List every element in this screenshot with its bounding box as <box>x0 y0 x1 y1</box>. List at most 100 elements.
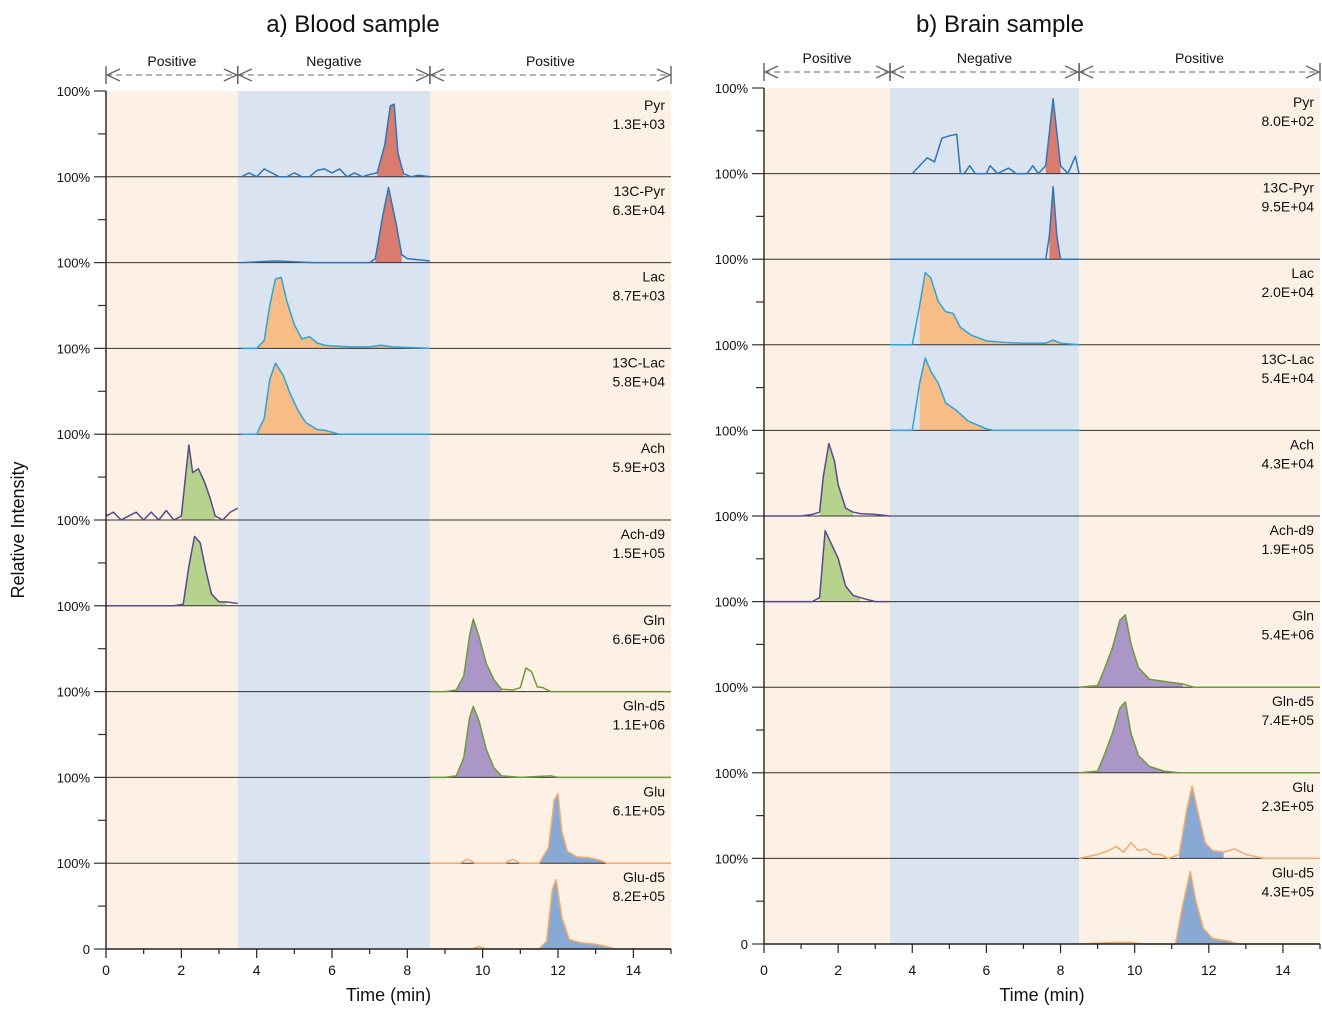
mode-arrowhead-left-0 <box>105 68 121 82</box>
trace-line-glu-d5-b <box>1079 870 1320 945</box>
panel-title-a: a) Blood sample <box>266 11 439 38</box>
peak-fill-13c-lac-a <box>256 363 340 435</box>
peak-fill-ach-b <box>819 443 853 516</box>
trace-line-ach-b <box>764 442 891 517</box>
peak-fill-gln-a <box>445 618 502 692</box>
x-axis-label-b: Time (min) <box>999 985 1084 1005</box>
xtick-label-0-a: 0 <box>102 962 110 978</box>
xtick-label-14-a: 14 <box>626 962 642 978</box>
mode-label-negative-1: Negative <box>306 53 361 69</box>
ytick-label-100-13c-lac-a: 100% <box>57 341 91 356</box>
trace-intensity-gln-d5-a: 1.1E+06 <box>612 717 665 733</box>
peak-fill-13c-pyr-a <box>375 187 402 263</box>
trace-name-ach-a: Ach <box>641 440 665 456</box>
peak-fill-lac-a <box>256 277 393 349</box>
trace-name-13c-pyr-b: 13C-Pyr <box>1263 180 1315 196</box>
trace-name-lac-b: Lac <box>1291 265 1314 281</box>
trace-line-ach-d9-a <box>106 535 238 607</box>
trace-intensity-gln-a: 6.6E+06 <box>612 631 665 647</box>
peak-fill-pyr-a <box>377 104 404 177</box>
peak-fill-pyr-b <box>1045 98 1061 174</box>
xtick-label-0-b: 0 <box>760 962 768 978</box>
y-axis-label: Relative Intensity <box>8 461 28 598</box>
panel-a-blood: a) Blood sample Positive Negative Positive 1… <box>57 11 672 1005</box>
trace-intensity-ach-d9-b: 1.9E+05 <box>1261 541 1314 557</box>
trace-line-glu-b <box>1078 785 1320 860</box>
trace-line-13c-lac-b <box>890 357 1080 432</box>
ytick-label-100-glu-d5-a: 100% <box>57 856 91 871</box>
peak-fill-gln-d5-a <box>445 706 502 778</box>
ytick-label-100-ach-a: 100% <box>57 427 91 442</box>
ytick-label-100-ach-d9-b: 100% <box>715 509 749 524</box>
mode-arrowhead-right-0 <box>223 68 239 82</box>
trace-intensity-pyr-a: 1.3E+03 <box>612 116 665 132</box>
trace-name-13c-pyr-a: 13C-Pyr <box>614 183 666 199</box>
trace-name-13c-lac-a: 13C-Lac <box>612 354 665 370</box>
trace-name-pyr-b: Pyr <box>1293 94 1314 110</box>
trace-name-pyr-a: Pyr <box>644 97 665 113</box>
ytick-label-100-gln-b: 100% <box>715 595 749 610</box>
mode-arrowhead-right-1 <box>415 68 431 82</box>
trace-name-gln-d5-a: Gln-d5 <box>623 698 665 714</box>
trace-line-gln-d5-a <box>429 705 671 779</box>
trace-name-glu-b: Glu <box>1292 779 1314 795</box>
mode-arrowhead-left-2 <box>1078 65 1094 79</box>
peak-fill-glu-a <box>539 793 607 864</box>
ytick-label-100-13c-pyr-b: 100% <box>715 167 749 182</box>
trace-name-gln-a: Gln <box>643 612 665 628</box>
mode-arrowhead-left-0 <box>763 65 779 79</box>
ytick-label-100-13c-pyr-a: 100% <box>57 170 91 185</box>
trace-name-ach-d9-b: Ach-d9 <box>1270 522 1315 538</box>
trace-name-glu-d5-b: Glu-d5 <box>1272 864 1314 880</box>
trace-line-ach-a <box>105 444 239 521</box>
x-axis-label-a: Time (min) <box>346 985 431 1005</box>
xtick-label-10-b: 10 <box>1127 962 1143 978</box>
mode-label-positive-0: Positive <box>802 50 851 66</box>
ytick-label-zero-a: 0 <box>83 942 90 957</box>
trace-line-glu-d5-a <box>429 878 671 950</box>
trace-line-13c-lac-a <box>241 362 430 435</box>
trace-line-13c-pyr-b <box>890 185 1080 260</box>
xtick-label-14-b: 14 <box>1275 962 1291 978</box>
ytick-label-100-13c-lac-b: 100% <box>715 338 749 353</box>
peak-fill-gln-d5-b <box>1097 701 1165 773</box>
peak-fill-13c-lac-b <box>919 357 994 431</box>
mode-label-positive-2: Positive <box>526 53 575 69</box>
peak-fill-glu-b <box>1179 785 1224 859</box>
trace-intensity-glu-a: 6.1E+05 <box>612 802 665 818</box>
trace-intensity-ach-b: 4.3E+04 <box>1261 455 1314 471</box>
ytick-label-100-pyr-a: 100% <box>57 84 91 99</box>
trace-intensity-lac-a: 8.7E+03 <box>612 288 665 304</box>
peak-fill-ach-a <box>181 445 216 520</box>
xtick-label-10-a: 10 <box>475 962 491 978</box>
xtick-label-4-b: 4 <box>908 962 916 978</box>
ytick-label-100-gln-d5-a: 100% <box>57 685 91 700</box>
trace-name-gln-d5-b: Gln-d5 <box>1272 693 1314 709</box>
ytick-label-100-lac-b: 100% <box>715 252 749 267</box>
trace-intensity-13c-pyr-b: 9.5E+04 <box>1261 199 1314 215</box>
trace-line-pyr-a <box>241 103 431 178</box>
trace-intensity-glu-d5-b: 4.3E+05 <box>1261 883 1314 899</box>
trace-name-glu-d5-a: Glu-d5 <box>623 869 665 885</box>
xtick-label-12-a: 12 <box>550 962 566 978</box>
xtick-label-2-b: 2 <box>834 962 842 978</box>
trace-line-lac-a <box>241 276 430 350</box>
trace-intensity-pyr-b: 8.0E+02 <box>1261 113 1314 129</box>
trace-intensity-13c-lac-a: 5.8E+04 <box>612 373 665 389</box>
xtick-label-2-a: 2 <box>177 962 185 978</box>
trace-name-lac-a: Lac <box>642 269 665 285</box>
mode-arrowhead-left-1 <box>889 65 905 79</box>
trace-line-gln-a <box>429 618 671 693</box>
xtick-label-4-a: 4 <box>253 962 261 978</box>
ytick-label-100-glu-d5-b: 100% <box>715 851 749 866</box>
mode-arrowhead-right-2 <box>656 68 672 82</box>
trace-intensity-ach-d9-a: 1.5E+05 <box>612 545 665 561</box>
mode-arrowhead-right-1 <box>1064 65 1080 79</box>
mode-arrowhead-left-2 <box>429 68 445 82</box>
trace-intensity-gln-d5-b: 7.4E+05 <box>1261 712 1314 728</box>
peak-fill-ach-d9-a <box>183 536 227 606</box>
trace-intensity-13c-pyr-a: 6.3E+04 <box>612 202 665 218</box>
trace-line-gln-b <box>1079 613 1320 688</box>
mode-label-negative-1: Negative <box>957 50 1012 66</box>
